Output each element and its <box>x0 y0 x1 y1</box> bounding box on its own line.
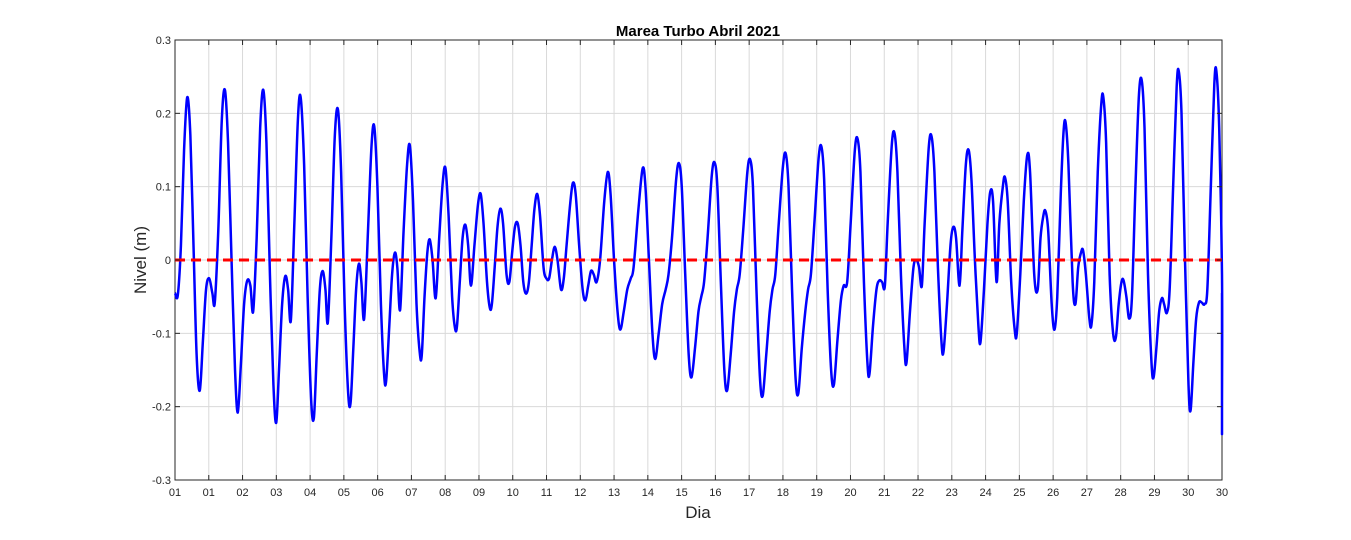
x-tick-label: 19 <box>811 487 823 499</box>
x-axis-label: Dia <box>685 503 711 522</box>
x-tick-label: 09 <box>473 487 485 499</box>
x-tick-label: 01 <box>203 487 215 499</box>
y-tick-label: 0.3 <box>156 35 171 47</box>
x-tick-label: 18 <box>777 487 789 499</box>
y-tick-label: 0.1 <box>156 182 171 194</box>
x-tick-label: 26 <box>1047 487 1059 499</box>
y-axis-ticks: -0.3 -0.2 -0.1 0 0.1 0.2 0.3 <box>152 35 1222 487</box>
x-tick-label: 11 <box>541 487 552 499</box>
x-tick-label: 16 <box>709 487 721 499</box>
x-tick-label: 02 <box>236 487 248 499</box>
y-tick-label: -0.3 <box>152 475 171 487</box>
x-tick-label: 14 <box>642 487 654 499</box>
x-tick-label: 15 <box>675 487 687 499</box>
x-tick-label: 04 <box>304 487 316 499</box>
x-tick-label: 22 <box>912 487 924 499</box>
x-tick-label: 24 <box>979 487 991 499</box>
x-tick-label: 25 <box>1013 487 1025 499</box>
x-tick-label: 12 <box>574 487 586 499</box>
x-tick-label: 08 <box>439 487 451 499</box>
x-tick-label: 07 <box>405 487 417 499</box>
x-tick-label: 27 <box>1081 487 1093 499</box>
x-tick-label: 13 <box>608 487 620 499</box>
x-tick-label: 23 <box>946 487 958 499</box>
x-tick-label: 01 <box>169 487 181 499</box>
x-tick-label: 29 <box>1148 487 1160 499</box>
y-tick-label: 0 <box>165 255 171 267</box>
x-tick-label: 30 <box>1216 487 1228 499</box>
y-axis-label: Nivel (m) <box>131 226 150 294</box>
x-tick-label: 28 <box>1115 487 1127 499</box>
x-tick-label: 06 <box>372 487 384 499</box>
tide-level-line <box>173 65 1224 436</box>
chart-title: Marea Turbo Abril 2021 <box>616 23 780 40</box>
y-tick-label: -0.2 <box>152 402 171 414</box>
x-tick-label: 17 <box>743 487 755 499</box>
x-tick-label: 10 <box>507 487 519 499</box>
x-tick-label: 03 <box>270 487 282 499</box>
x-tick-label: 30 <box>1182 487 1194 499</box>
x-tick-label: 05 <box>338 487 350 499</box>
x-axis-ticks: 01 01 02 03 04 05 06 07 08 09 10 11 12 13 14 15 16 17 18 19… <box>169 40 1228 499</box>
y-tick-label: -0.1 <box>152 328 171 340</box>
y-tick-label: 0.2 <box>156 108 171 120</box>
x-tick-label: 20 <box>844 487 856 499</box>
x-tick-label: 21 <box>878 487 890 499</box>
